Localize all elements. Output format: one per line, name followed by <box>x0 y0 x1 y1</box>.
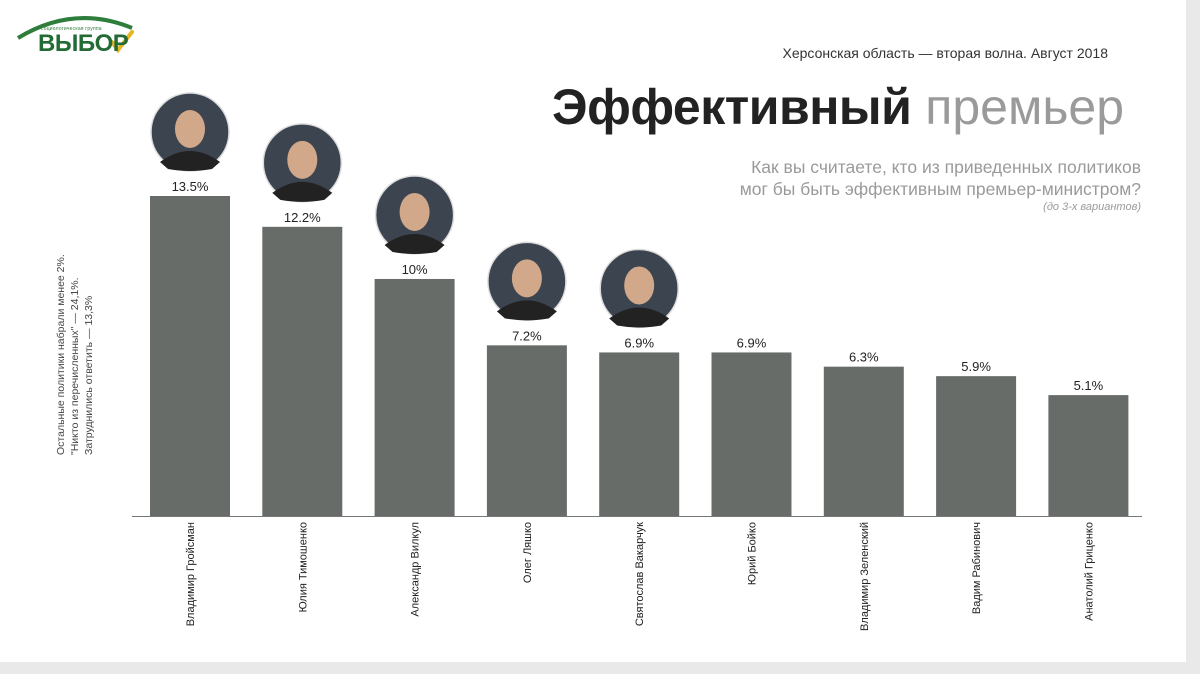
politician-photo <box>374 175 455 255</box>
photo-shoulders <box>609 307 670 328</box>
politician-photo <box>599 248 679 329</box>
photo-face <box>511 259 542 298</box>
photo-shoulders <box>384 233 445 254</box>
title-bold: Эффективный <box>552 79 912 135</box>
politician-photo <box>487 241 567 322</box>
category-label: Олег Ляшко <box>522 522 534 583</box>
bar <box>936 376 1017 516</box>
wave-subtitle: Херсонская область — вторая волна. Авгус… <box>782 45 1109 61</box>
bar <box>374 278 455 516</box>
photo-shoulders <box>496 300 557 321</box>
page-title: Эффективный премьер <box>552 78 1124 136</box>
survey-question: Как вы считаете, кто из приведенных поли… <box>740 156 1141 214</box>
question-line-1: Как вы считаете, кто из приведенных поли… <box>751 157 1141 177</box>
photo-face <box>287 140 318 179</box>
category-label: Святослав Вакарчук <box>634 522 646 626</box>
category-label: Вадим Рабинович <box>971 522 983 614</box>
category-label: Александр Вилкул <box>410 522 422 617</box>
value-label: 5.9% <box>961 359 991 374</box>
category-label: Юлия Тимошенко <box>297 522 309 612</box>
bar <box>486 345 567 516</box>
logo-text: ВЫБОР <box>38 30 129 57</box>
value-label: 13.5% <box>172 179 209 194</box>
category-label: Владимир Зеленский <box>859 522 871 631</box>
value-label: 7.2% <box>512 328 542 343</box>
value-label: 6.9% <box>624 335 654 350</box>
photo-face <box>175 110 205 148</box>
logo: социологическая группа ВЫБОР <box>14 8 139 58</box>
politician-photo <box>150 92 230 172</box>
category-label: Юрий Бойко <box>747 522 759 585</box>
value-label: 12.2% <box>284 210 321 225</box>
photo-face <box>399 192 430 231</box>
value-label: 6.3% <box>849 350 879 365</box>
question-note: (до 3-х вариантов) <box>1043 201 1141 213</box>
bar <box>262 226 343 516</box>
question-line-2: мог бы быть эффективным премьер-министро… <box>739 179 1141 199</box>
value-label: 6.9% <box>737 335 767 350</box>
title-light: премьер <box>925 79 1124 135</box>
photo-face <box>624 266 655 305</box>
bar <box>823 366 904 516</box>
logo-arc-icon <box>16 16 134 54</box>
photo-shoulders <box>272 181 333 202</box>
logo-caption: социологическая группа <box>41 26 102 32</box>
politician-photo <box>262 123 343 203</box>
photo-shoulders <box>160 151 220 171</box>
category-label: Владимир Гройсман <box>185 522 197 626</box>
bar <box>711 352 792 516</box>
bar <box>150 196 230 516</box>
value-label: 10% <box>402 262 428 277</box>
checkmark-icon <box>110 30 134 54</box>
value-label: 5.1% <box>1074 378 1104 393</box>
category-label: Анатолий Гриценко <box>1083 522 1095 621</box>
bar <box>599 352 680 516</box>
bar <box>1048 395 1129 516</box>
